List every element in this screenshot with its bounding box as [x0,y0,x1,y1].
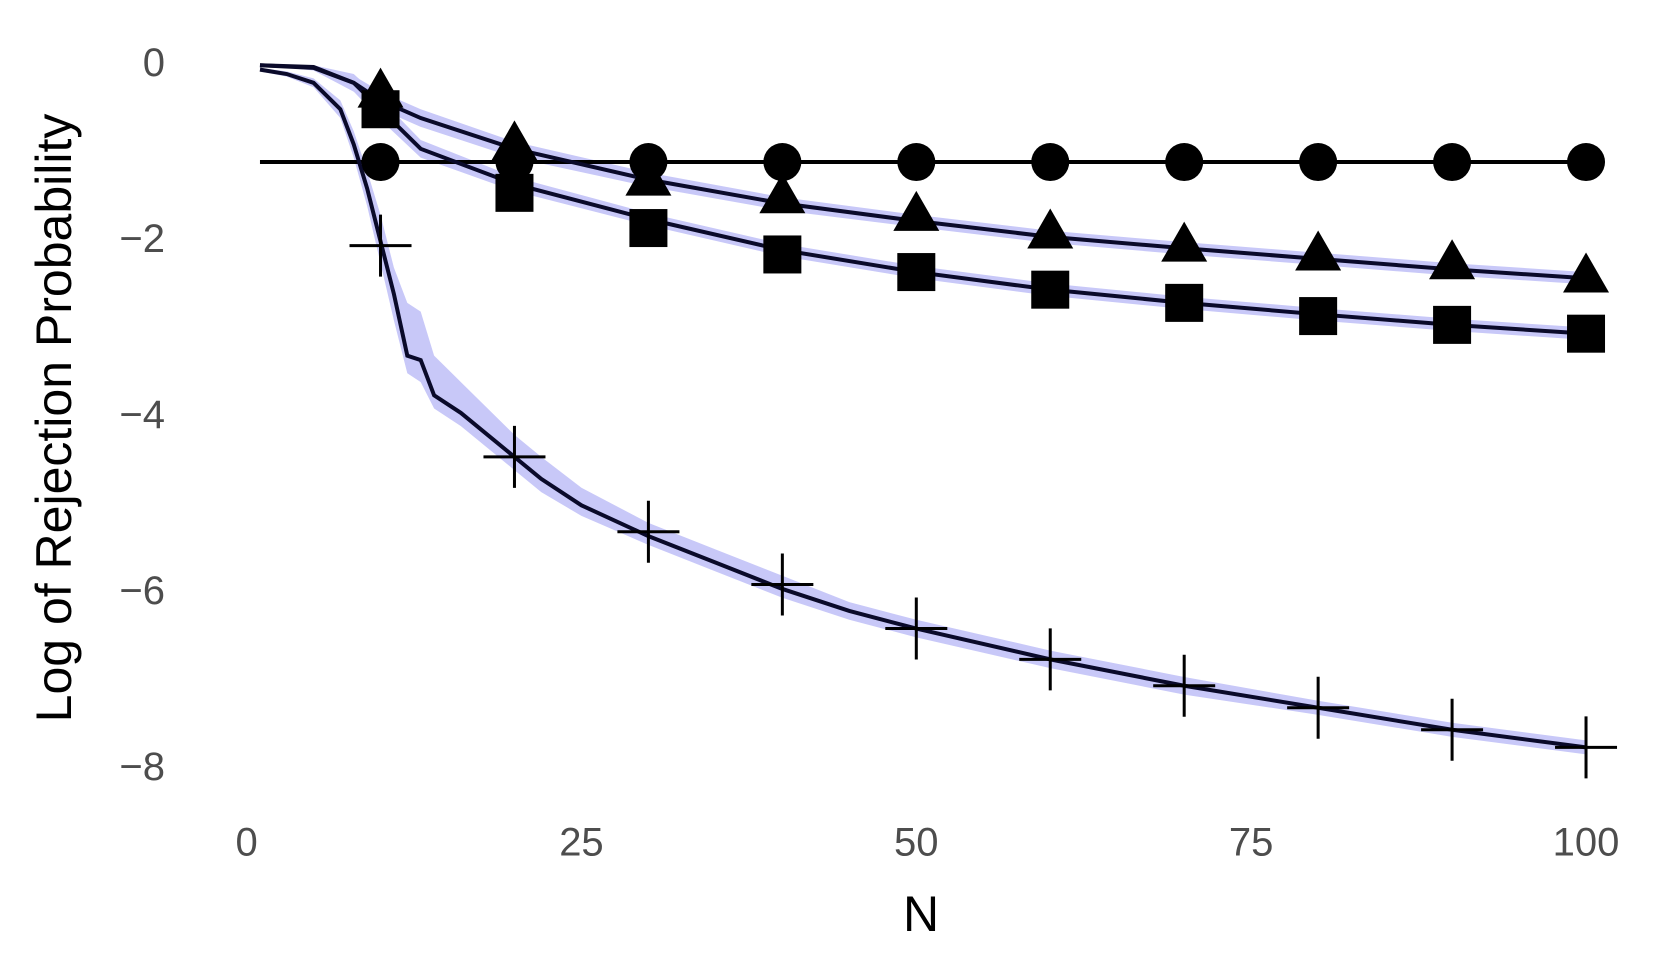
x-tick-label: 25 [559,821,604,865]
marker-square [763,235,802,274]
marker-square [1165,283,1204,322]
markers [349,67,1618,779]
marker-triangle [491,120,538,161]
marker-circle [1299,143,1338,182]
x-axis-title: N [903,886,939,942]
marker-cross [1287,676,1350,739]
marker-triangle [625,155,672,196]
marker-cross [483,425,546,488]
y-tick-label: −2 [119,217,165,261]
marker-circle [361,143,400,182]
y-axis-title: Log of Rejection Probability [26,114,82,723]
marker-cross [885,597,948,660]
marker-triangle [1161,221,1208,262]
marker-triangle [1295,230,1342,271]
marker-triangle [1027,208,1074,249]
marker-cross [349,214,412,277]
marker-cross [1019,628,1082,691]
marker-cross [751,553,814,616]
marker-square [1299,297,1338,336]
marker-circle [1567,143,1606,182]
marker-triangle [1563,252,1610,293]
marker-circle [1165,143,1204,182]
marker-triangle [1429,239,1476,280]
marker-square [1567,314,1606,353]
marker-triangle [759,173,806,214]
y-tick-label: 0 [143,41,165,85]
x-tick-label: 75 [1229,821,1274,865]
marker-square [1031,270,1070,309]
marker-square [495,173,534,212]
marker-square [1433,305,1472,344]
labels: 0 25 50 75 100 0 −2 −4 −6 −8 [119,41,1619,865]
marker-cross [1555,716,1618,779]
x-tick-label: 50 [894,821,939,865]
series-line [259,63,1587,336]
marker-circle [1433,143,1472,182]
marker-triangle [893,190,940,231]
marker-cross [1421,698,1484,761]
series-line [259,67,1587,750]
marker-cross [617,500,680,563]
marker-square [361,90,400,129]
x-tick-label: 0 [235,821,257,865]
x-tick-label: 100 [1553,821,1620,865]
marker-circle [763,143,802,182]
y-tick-label: −4 [119,393,165,437]
marker-square [897,253,936,292]
marker-circle [897,143,936,182]
marker-square [629,209,668,248]
y-tick-label: −6 [119,569,165,613]
y-tick-label: −8 [119,745,165,789]
marker-circle [1031,143,1070,182]
marker-cross [1153,654,1216,717]
